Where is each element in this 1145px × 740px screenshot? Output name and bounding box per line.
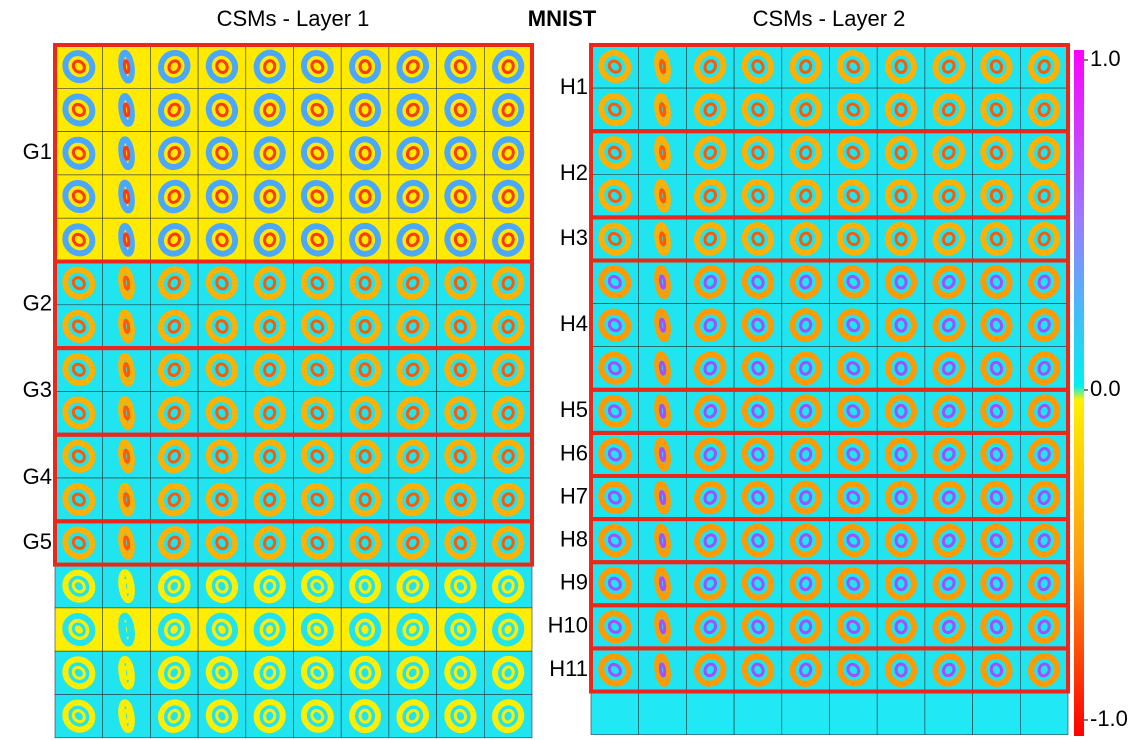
group-label: H11	[549, 656, 588, 681]
right-panel-title: CSMs - Layer 2	[753, 6, 906, 31]
group-label: G2	[23, 291, 52, 316]
group-label: G1	[23, 139, 52, 164]
group-label: H6	[560, 440, 588, 465]
group-label: H5	[560, 397, 588, 422]
cell	[877, 692, 925, 735]
group-label: H1	[560, 74, 588, 99]
colorbar-tick-label: 1.0	[1090, 46, 1121, 71]
cell	[925, 692, 973, 735]
cell	[973, 692, 1021, 735]
group-label: H2	[560, 160, 588, 185]
group-label: G4	[23, 464, 52, 489]
group-label: H9	[560, 570, 588, 595]
left-panel-title: CSMs - Layer 1	[217, 6, 370, 31]
colorbar	[1074, 50, 1084, 736]
cell	[639, 692, 687, 735]
group-label: G3	[23, 377, 52, 402]
cell	[830, 692, 878, 735]
cell	[782, 692, 830, 735]
group-label: G5	[23, 529, 52, 554]
cell	[591, 692, 639, 735]
group-label: H7	[560, 483, 588, 508]
group-label: H8	[560, 526, 588, 551]
colorbar-tick-label: 0.0	[1090, 376, 1121, 401]
group-label: H3	[560, 225, 588, 250]
cell	[686, 692, 734, 735]
group-label: H4	[560, 311, 588, 336]
cell	[734, 692, 782, 735]
cell	[1020, 692, 1068, 735]
figure-title: MNIST	[528, 6, 597, 31]
colorbar-tick-label: -1.0	[1090, 706, 1128, 731]
group-label: H10	[548, 613, 588, 638]
figure: CSMs - Layer 1 MNIST CSMs - Layer 2 G1 G2…	[0, 0, 1145, 740]
